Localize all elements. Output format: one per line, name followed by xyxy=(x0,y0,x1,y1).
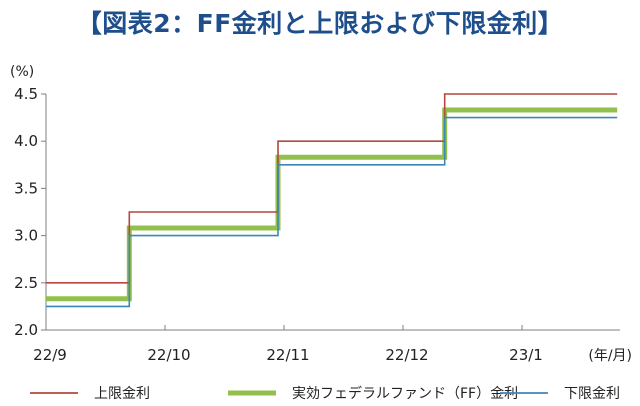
y-tick-label: 4.5 xyxy=(14,85,38,103)
y-tick-label: 4.0 xyxy=(14,132,38,150)
series-line xyxy=(46,107,618,302)
chart-title: 【図表2：FF金利と上限および下限金利】 xyxy=(76,9,564,38)
legend-layer: 上限金利 実効フェデラルファンド（FF）金利 下限金利 xyxy=(30,385,620,402)
legend-label: 実効フェデラルファンド（FF）金利 xyxy=(292,385,518,402)
x-tick-label: 22/11 xyxy=(266,346,309,364)
y-tick-label: 3.0 xyxy=(14,227,38,245)
x-tick-label: 22/12 xyxy=(385,346,428,364)
legend-label: 上限金利 xyxy=(94,386,150,402)
series-line xyxy=(46,116,618,308)
y-tick-label: 2.5 xyxy=(14,274,38,292)
x-tick-label: 23/1 xyxy=(509,346,543,364)
x-unit-label: (年/月) xyxy=(588,348,632,364)
legend-label: 下限金利 xyxy=(564,386,620,402)
y-tick-label: 2.0 xyxy=(14,321,38,339)
x-tick-label: 22/10 xyxy=(147,346,190,364)
x-tick-label: 22/9 xyxy=(33,346,67,364)
series-layer xyxy=(46,93,618,308)
y-unit-label: (%) xyxy=(10,64,34,80)
y-tick-label: 3.5 xyxy=(14,179,38,197)
axes-layer: 2.0 2.5 3.0 3.5 4.0 4.5 (%) 22/9 22/10 22/11 22/12… xyxy=(10,64,632,364)
